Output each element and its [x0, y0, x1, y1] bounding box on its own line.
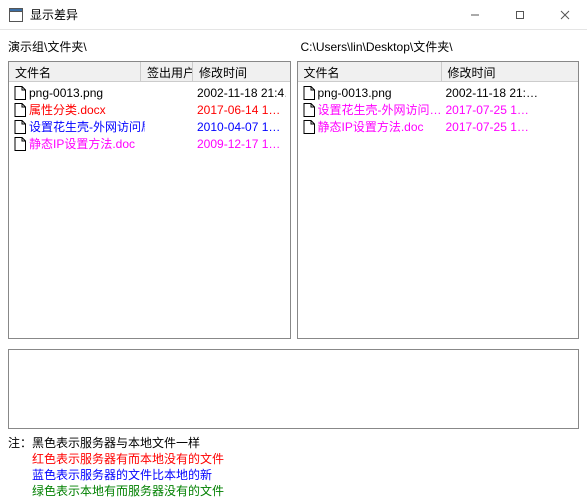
left-pane: 文件名 签出用户 修改时间 png-0013.png 2002-11-18 21:… [8, 61, 291, 339]
legend: 注： 黑色表示服务器与本地文件一样 红色表示服务器有而本地没有的文件 蓝色表示服… [0, 429, 587, 500]
file-name: 设置花生壳-外网访问局域… [27, 118, 145, 135]
modify-time: 2010-04-07 1… [197, 120, 286, 134]
file-name: png-0013.png [316, 86, 446, 100]
legend-line: 蓝色表示服务器的文件比本地的新 [8, 467, 579, 483]
file-name: 设置花生壳-外网访问… [316, 101, 446, 118]
left-col-user[interactable]: 签出用户 [141, 62, 193, 81]
app-icon [8, 7, 24, 23]
legend-line: 红色表示服务器有而本地没有的文件 [8, 451, 579, 467]
legend-line: 注： 黑色表示服务器与本地文件一样 [8, 435, 579, 451]
left-column-headers: 文件名 签出用户 修改时间 [9, 62, 290, 82]
file-row[interactable]: 属性分类.docx 2017-06-14 1… [9, 101, 290, 118]
detail-box [8, 349, 579, 429]
left-col-mtime[interactable]: 修改时间 [193, 62, 290, 81]
right-file-list[interactable]: png-0013.png2002-11-18 21:…设置花生壳-外网访问…20… [298, 82, 579, 338]
file-name: 属性分类.docx [27, 101, 145, 118]
file-row[interactable]: 静态IP设置方法.doc 2009-12-17 1… [9, 135, 290, 152]
file-row[interactable]: png-0013.png2002-11-18 21:… [298, 84, 579, 101]
paths-row: 演示组\文件夹\ C:\Users\lin\Desktop\文件夹\ [8, 36, 579, 57]
modify-time: 2017-06-14 1… [197, 103, 286, 117]
file-row[interactable]: 静态IP设置方法.doc2017-07-25 1… [298, 118, 579, 135]
left-path-label: 演示组\文件夹\ [8, 36, 287, 57]
left-col-name[interactable]: 文件名 [9, 62, 141, 81]
modify-time: 2002-11-18 21:… [446, 86, 575, 100]
modify-time: 2002-11-18 21:4… [197, 86, 286, 100]
file-icon [13, 137, 27, 151]
legend-prefix: 注： [8, 435, 32, 451]
right-col-name[interactable]: 文件名 [298, 62, 442, 81]
compare-panes: 文件名 签出用户 修改时间 png-0013.png2002-11-18 21:… [8, 61, 579, 339]
file-icon [13, 103, 27, 117]
right-pane: 文件名 修改时间 png-0013.png2002-11-18 21:…设置花生… [297, 61, 580, 339]
file-icon [13, 120, 27, 134]
file-name: png-0013.png [27, 86, 145, 100]
close-button[interactable] [542, 0, 587, 30]
file-name: 静态IP设置方法.doc [316, 118, 446, 135]
legend-text: 黑色表示服务器与本地文件一样 [32, 435, 200, 451]
titlebar: 显示差异 [0, 0, 587, 30]
right-col-mtime[interactable]: 修改时间 [442, 62, 579, 81]
file-name: 静态IP设置方法.doc [27, 135, 145, 152]
right-path-label: C:\Users\lin\Desktop\文件夹\ [293, 36, 580, 57]
file-icon [302, 86, 316, 100]
modify-time: 2009-12-17 1… [197, 137, 286, 151]
file-row[interactable]: 设置花生壳-外网访问局域… 2010-04-07 1… [9, 118, 290, 135]
file-row[interactable]: 设置花生壳-外网访问…2017-07-25 1… [298, 101, 579, 118]
window-title: 显示差异 [30, 6, 78, 23]
content-area: 演示组\文件夹\ C:\Users\lin\Desktop\文件夹\ 文件名 签… [0, 30, 587, 343]
legend-line: 绿色表示本地有而服务器没有的文件 [8, 483, 579, 499]
modify-time: 2017-07-25 1… [446, 120, 575, 134]
file-icon [302, 103, 316, 117]
minimize-button[interactable] [452, 0, 497, 30]
right-column-headers: 文件名 修改时间 [298, 62, 579, 82]
file-row[interactable]: png-0013.png 2002-11-18 21:4… [9, 84, 290, 101]
file-icon [302, 120, 316, 134]
file-icon [13, 86, 27, 100]
maximize-button[interactable] [497, 0, 542, 30]
modify-time: 2017-07-25 1… [446, 103, 575, 117]
left-file-list[interactable]: png-0013.png 2002-11-18 21:4… 属性分类.docx 201… [9, 82, 290, 338]
